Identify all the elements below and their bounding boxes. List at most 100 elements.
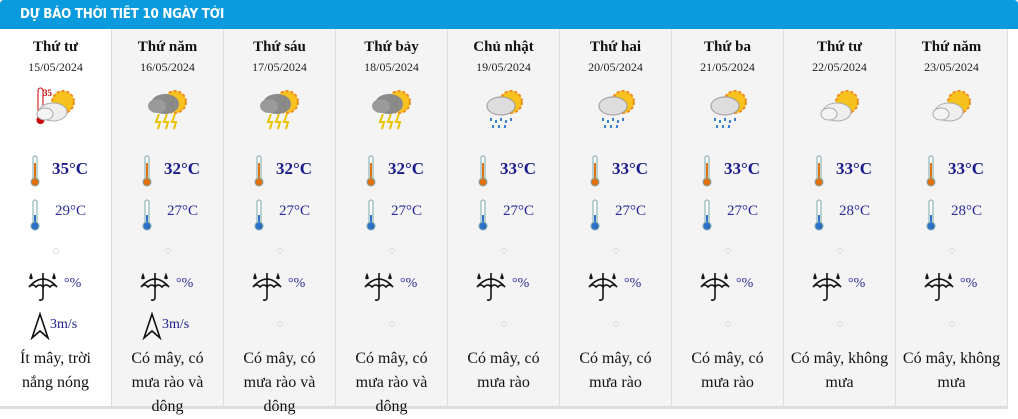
day-column: Thứ tư 15/05/2024 35 35°C 29°C °% 3m/s Ít …	[0, 29, 112, 406]
thermometer-high-icon	[926, 155, 936, 187]
max-temp: 35°C	[52, 159, 89, 178]
rain-chance: °%	[736, 276, 754, 291]
thermometer-low-icon	[366, 199, 376, 231]
placeholder-dot-icon	[277, 321, 283, 327]
day-date: 16/05/2024	[140, 60, 195, 74]
day-column: Thứ bảy 18/05/2024 32°C 27°C °% Có mây, c…	[336, 29, 448, 415]
max-temp: 33°C	[724, 159, 761, 178]
weather-description: Có mây, có mưa rào và dông	[355, 350, 428, 415]
day-name: Thứ hai	[589, 39, 642, 55]
umbrella-icon	[586, 269, 620, 303]
placeholder-dot-icon	[501, 248, 507, 254]
min-temp: 27°C	[167, 203, 199, 219]
day-date: 19/05/2024	[476, 60, 531, 74]
day-column: Chủ nhật 19/05/2024 33°C 27°C °% Có mây, …	[448, 29, 560, 406]
day-name: Thứ sáu	[253, 39, 306, 55]
thunderstorm-icon	[148, 90, 187, 130]
weather-description: Ít mây, trời nắng nóng	[20, 350, 91, 391]
thermometer-low-icon	[478, 199, 488, 231]
placeholder-dot-icon	[277, 248, 283, 254]
weather-description: Có mây, có mưa rào và dông	[243, 350, 316, 415]
rain-shower-icon	[486, 90, 523, 128]
hot-sun-cloud-icon: 35	[36, 87, 75, 124]
forecast-header: DỰ BÁO THỜI TIẾT 10 NGÀY TỚI	[0, 0, 1018, 29]
thermometer-low-icon	[814, 199, 824, 231]
thermometer-high-icon	[254, 155, 264, 187]
thunderstorm-icon	[372, 90, 411, 130]
thermometer-high-icon	[142, 155, 152, 187]
min-temp: 27°C	[615, 203, 647, 219]
weather-description: Có mây, không mưa	[902, 350, 1001, 391]
rain-chance: °%	[624, 276, 642, 291]
rain-shower-icon	[710, 90, 747, 128]
day-column: Thứ năm 16/05/2024 32°C 27°C °% 3m/s Có mâ…	[112, 29, 224, 415]
max-temp: 33°C	[500, 159, 537, 178]
day-date: 18/05/2024	[364, 60, 419, 74]
rain-chance: °%	[176, 276, 194, 291]
day-column: Thứ ba 21/05/2024 33°C 27°C °% Có mây, có…	[672, 29, 784, 406]
min-temp: 28°C	[951, 203, 983, 219]
thermometer-high-icon	[814, 155, 824, 187]
min-temp: 29°C	[55, 203, 87, 219]
day-date: 20/05/2024	[588, 60, 643, 74]
rain-chance: °%	[400, 276, 418, 291]
day-name: Thứ tư	[816, 39, 863, 55]
day-date: 23/05/2024	[924, 60, 979, 74]
day-column: Thứ tư 22/05/2024 33°C 28°C °% Có mây, kh…	[784, 29, 896, 406]
placeholder-dot-icon	[725, 321, 731, 327]
placeholder-dot-icon	[837, 321, 843, 327]
day-column: Thứ sáu 17/05/2024 32°C 27°C °% Có mây, c…	[224, 29, 336, 415]
day-column: Thứ hai 20/05/2024 33°C 27°C °% Có mây, c…	[560, 29, 672, 406]
wind-speed: 3m/s	[162, 317, 190, 332]
weather-description: Có mây, không mưa	[790, 350, 889, 391]
partly-cloudy-icon	[820, 90, 859, 122]
umbrella-icon	[26, 269, 60, 303]
partly-cloudy-icon	[932, 90, 971, 122]
thermometer-low-icon	[142, 199, 152, 231]
wind-direction-icon	[142, 311, 162, 341]
min-temp: 27°C	[503, 203, 535, 219]
thermometer-high-icon	[702, 155, 712, 187]
min-temp: 27°C	[727, 203, 759, 219]
weather-description: Có mây, có mưa rào và dông	[131, 350, 204, 415]
day-name: Thứ năm	[137, 39, 198, 55]
umbrella-icon	[474, 269, 508, 303]
max-temp: 32°C	[164, 159, 201, 178]
weather-description: Có mây, có mưa rào	[467, 350, 540, 391]
rain-shower-icon	[598, 90, 635, 128]
placeholder-dot-icon	[949, 321, 955, 327]
thermometer-high-icon	[478, 155, 488, 187]
min-temp: 27°C	[391, 203, 423, 219]
day-date: 21/05/2024	[700, 60, 755, 74]
min-temp: 28°C	[839, 203, 871, 219]
umbrella-icon	[250, 269, 284, 303]
placeholder-dot-icon	[613, 321, 619, 327]
wind-direction-icon	[30, 311, 50, 341]
umbrella-icon	[362, 269, 396, 303]
umbrella-icon	[698, 269, 732, 303]
thermometer-low-icon	[702, 199, 712, 231]
placeholder-dot-icon	[501, 321, 507, 327]
day-name: Thứ bảy	[364, 39, 419, 55]
thermometer-high-icon	[366, 155, 376, 187]
thermometer-low-icon	[254, 199, 264, 231]
umbrella-icon	[810, 269, 844, 303]
wind-speed: 3m/s	[50, 317, 78, 332]
max-temp: 33°C	[836, 159, 873, 178]
rain-chance: °%	[512, 276, 530, 291]
rain-chance: °%	[64, 276, 82, 291]
thermometer-low-icon	[590, 199, 600, 231]
max-temp: 32°C	[276, 159, 313, 178]
placeholder-dot-icon	[837, 248, 843, 254]
placeholder-dot-icon	[53, 248, 59, 254]
min-temp: 27°C	[279, 203, 311, 219]
day-name: Thứ ba	[704, 39, 751, 55]
rain-chance: °%	[848, 276, 866, 291]
max-temp: 33°C	[948, 159, 985, 178]
forecast-title: DỰ BÁO THỜI TIẾT 10 NGÀY TỚI	[20, 7, 225, 22]
svg-text:35: 35	[43, 88, 53, 98]
day-column: Thứ năm 23/05/2024 33°C 28°C °% Có mây, k…	[896, 29, 1008, 406]
day-name: Chủ nhật	[473, 39, 534, 55]
day-name: Thứ tư	[32, 39, 79, 55]
placeholder-dot-icon	[949, 248, 955, 254]
